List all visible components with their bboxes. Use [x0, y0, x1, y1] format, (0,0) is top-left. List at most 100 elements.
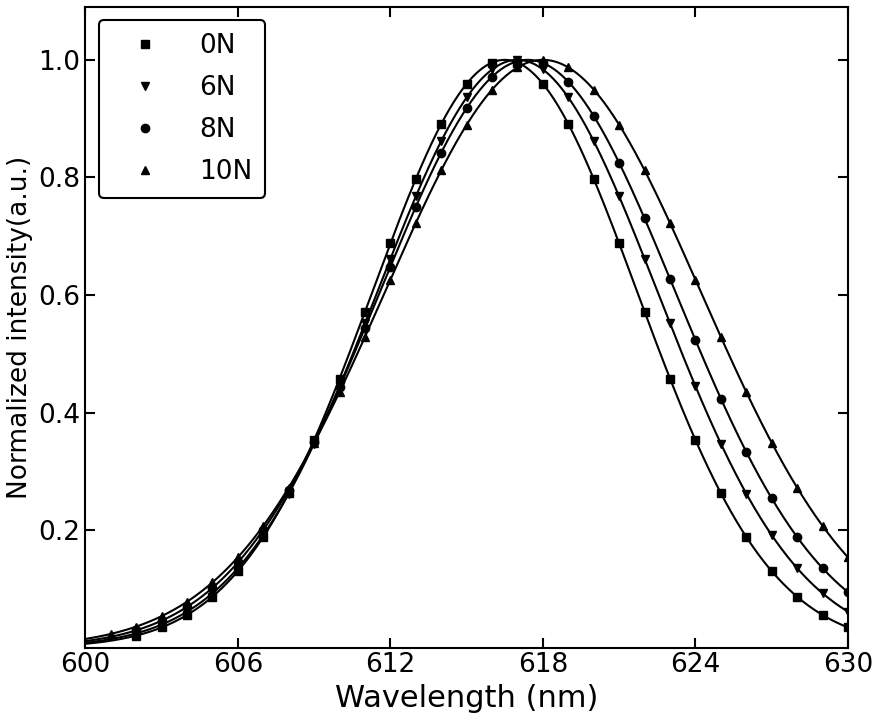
10N — [715, 333, 726, 341]
6N — [664, 319, 675, 328]
10N — [334, 387, 345, 396]
6N — [538, 66, 548, 74]
8N — [639, 214, 649, 222]
10N — [563, 63, 574, 72]
Line: 10N: 10N — [106, 55, 852, 638]
8N — [715, 395, 726, 403]
8N — [411, 202, 422, 211]
8N — [131, 626, 142, 634]
0N — [461, 79, 472, 88]
6N — [182, 608, 193, 616]
8N — [792, 533, 803, 541]
0N — [512, 58, 523, 67]
10N — [436, 166, 446, 175]
8N — [741, 448, 752, 456]
0N — [385, 239, 396, 248]
6N — [715, 439, 726, 448]
8N — [334, 383, 345, 392]
6N — [232, 564, 243, 572]
8N — [182, 603, 193, 611]
8N — [436, 148, 446, 157]
6N — [411, 192, 422, 201]
8N — [538, 58, 548, 67]
8N — [258, 526, 268, 534]
10N — [385, 275, 396, 284]
6N — [436, 137, 446, 145]
8N — [563, 78, 574, 86]
0N — [360, 307, 370, 316]
8N — [664, 274, 675, 283]
10N — [411, 219, 422, 228]
10N — [512, 63, 523, 72]
6N — [309, 439, 319, 448]
0N — [792, 593, 803, 601]
6N — [157, 621, 167, 629]
10N — [487, 86, 497, 94]
6N — [563, 93, 574, 102]
0N — [334, 374, 345, 383]
8N — [232, 558, 243, 567]
8N — [589, 112, 599, 120]
6N — [818, 589, 828, 598]
8N — [818, 564, 828, 572]
10N — [157, 612, 167, 621]
10N — [538, 55, 548, 64]
10N — [131, 622, 142, 631]
X-axis label: Wavelength (nm): Wavelength (nm) — [335, 684, 598, 713]
10N — [766, 438, 777, 447]
0N — [436, 120, 446, 128]
10N — [818, 521, 828, 530]
0N — [258, 533, 268, 541]
8N — [207, 583, 217, 592]
10N — [639, 166, 649, 175]
6N — [385, 254, 396, 263]
0N — [182, 611, 193, 619]
0N — [157, 623, 167, 631]
6N — [258, 531, 268, 539]
10N — [741, 387, 752, 396]
Legend: 0N, 6N, 8N, 10N: 0N, 6N, 8N, 10N — [99, 20, 265, 198]
0N — [690, 436, 700, 444]
Y-axis label: Normalized intensity(a.u.): Normalized intensity(a.u.) — [7, 156, 33, 499]
10N — [461, 120, 472, 129]
8N — [843, 588, 854, 596]
6N — [614, 192, 625, 201]
10N — [309, 438, 319, 447]
6N — [283, 489, 294, 498]
0N — [843, 623, 854, 631]
8N — [766, 494, 777, 503]
0N — [589, 175, 599, 184]
0N — [563, 120, 574, 128]
10N — [690, 275, 700, 284]
6N — [639, 254, 649, 263]
0N — [538, 79, 548, 88]
6N — [207, 589, 217, 598]
8N — [690, 336, 700, 344]
10N — [283, 483, 294, 492]
6N — [741, 489, 752, 498]
0N — [283, 489, 294, 498]
10N — [589, 86, 599, 94]
6N — [512, 55, 523, 64]
6N — [766, 531, 777, 539]
6N — [792, 564, 803, 572]
0N — [232, 567, 243, 575]
0N — [614, 239, 625, 248]
10N — [106, 629, 116, 638]
8N — [512, 57, 523, 66]
10N — [360, 333, 370, 341]
0N — [309, 436, 319, 444]
6N — [334, 382, 345, 390]
0N — [487, 58, 497, 67]
6N — [487, 66, 497, 74]
6N — [690, 382, 700, 390]
8N — [309, 437, 319, 446]
0N — [818, 611, 828, 619]
0N — [131, 631, 142, 640]
10N — [664, 219, 675, 228]
0N — [766, 567, 777, 575]
10N — [843, 553, 854, 562]
0N — [207, 593, 217, 601]
10N — [258, 521, 268, 530]
10N — [182, 598, 193, 606]
